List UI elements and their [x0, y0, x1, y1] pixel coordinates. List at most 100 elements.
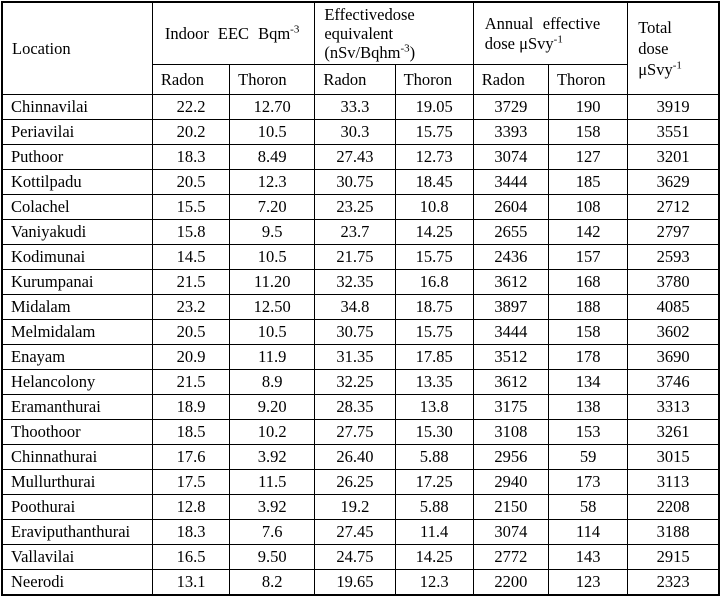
table-row: Mullurthurai 17.5 11.5 26.25 17.25 2940 …: [1, 469, 720, 495]
cell-indoor-radon: 14.5: [151, 244, 231, 270]
cell-total-dose: 3602: [627, 319, 720, 345]
cell-total-dose: 3690: [627, 344, 720, 370]
cell-indoor-radon: 20.9: [151, 344, 231, 370]
cell-location: Puthoor: [1, 144, 153, 170]
cell-location: Kodimunai: [1, 244, 153, 270]
cell-annual-radon: 3729: [472, 94, 549, 120]
cell-location: Vaniyakudi: [1, 219, 153, 245]
table-row: Enayam 20.9 11.9 31.35 17.85 3512 178 36…: [1, 344, 720, 370]
table-header: Location Indoor EEC Bqm-3 Effectivedose …: [1, 1, 720, 95]
cell-annual-radon: 3512: [472, 344, 549, 370]
cell-indoor-radon: 21.5: [151, 369, 231, 395]
cell-total-dose: 3629: [627, 169, 720, 195]
cell-indoor-radon: 21.5: [151, 269, 231, 295]
table-row: Colachel 15.5 7.20 23.25 10.8 2604 108 2…: [1, 194, 720, 220]
cell-annual-thoron: 142: [547, 219, 629, 245]
table-body: Chinnavilai 22.2 12.70 33.3 19.05 3729 1…: [1, 94, 720, 595]
cell-dose-thoron: 15.75: [394, 119, 474, 145]
cell-dose-radon: 19.2: [314, 494, 396, 520]
cell-total-dose: 3919: [627, 94, 720, 120]
cell-annual-thoron: 143: [547, 544, 629, 570]
cell-indoor-thoron: 8.9: [229, 369, 316, 395]
cell-annual-thoron: 157: [547, 244, 629, 270]
cell-dose-radon: 26.40: [314, 444, 396, 470]
cell-annual-thoron: 188: [547, 294, 629, 320]
cell-location: Melmidalam: [1, 319, 153, 345]
cell-indoor-thoron: 10.5: [229, 119, 316, 145]
cell-location: Colachel: [1, 194, 153, 220]
cell-dose-thoron: 11.4: [394, 519, 474, 545]
cell-annual-thoron: 158: [547, 119, 629, 145]
subheader-annual-thoron: Thoron: [547, 64, 629, 95]
header-indoor-eec-sup: -3: [290, 23, 300, 35]
cell-total-dose: 4085: [627, 294, 720, 320]
cell-annual-radon: 3108: [472, 419, 549, 445]
cell-location: Chinnavilai: [1, 94, 153, 120]
cell-location: Poothurai: [1, 494, 153, 520]
cell-annual-thoron: 173: [547, 469, 629, 495]
cell-annual-thoron: 114: [547, 519, 629, 545]
cell-total-dose: 3780: [627, 269, 720, 295]
cell-indoor-radon: 22.2: [151, 94, 231, 120]
cell-dose-radon: 27.75: [314, 419, 396, 445]
cell-annual-radon: 3444: [472, 169, 549, 195]
cell-indoor-thoron: 12.50: [229, 294, 316, 320]
cell-annual-radon: 3074: [472, 519, 549, 545]
cell-annual-thoron: 58: [547, 494, 629, 520]
cell-indoor-thoron: 10.5: [229, 319, 316, 345]
table-row: Eraviputhanthurai 18.3 7.6 27.45 11.4 30…: [1, 519, 720, 545]
cell-indoor-radon: 18.3: [151, 144, 231, 170]
cell-annual-thoron: 108: [547, 194, 629, 220]
cell-total-dose: 3188: [627, 519, 720, 545]
cell-annual-thoron: 59: [547, 444, 629, 470]
cell-annual-radon: 2604: [472, 194, 549, 220]
header-annual-dose-text: Annual effective dose μSvy: [484, 13, 601, 53]
cell-dose-radon: 27.43: [314, 144, 396, 170]
cell-location: Chinnathurai: [1, 444, 153, 470]
cell-dose-thoron: 18.45: [394, 169, 474, 195]
cell-indoor-radon: 13.1: [151, 569, 231, 595]
table-row: Chinnathurai 17.6 3.92 26.40 5.88 2956 5…: [1, 444, 720, 470]
cell-dose-radon: 23.7: [314, 219, 396, 245]
cell-dose-thoron: 15.30: [394, 419, 474, 445]
cell-indoor-thoron: 12.70: [229, 94, 316, 120]
cell-dose-thoron: 19.05: [394, 94, 474, 120]
cell-dose-radon: 27.45: [314, 519, 396, 545]
cell-annual-radon: 3612: [472, 369, 549, 395]
subheader-annual-radon: Radon: [472, 64, 549, 95]
cell-total-dose: 2712: [627, 194, 720, 220]
cell-total-dose: 3551: [627, 119, 720, 145]
header-location: Location: [1, 1, 153, 95]
cell-annual-thoron: 138: [547, 394, 629, 420]
table-row: Eramanthurai 18.9 9.20 28.35 13.8 3175 1…: [1, 394, 720, 420]
cell-indoor-thoron: 10.5: [229, 244, 316, 270]
cell-indoor-radon: 16.5: [151, 544, 231, 570]
cell-dose-radon: 34.8: [314, 294, 396, 320]
header-sub-row: Radon Thoron Radon Thoron Radon Thoron: [2, 64, 719, 95]
cell-indoor-thoron: 10.2: [229, 419, 316, 445]
cell-indoor-thoron: 9.20: [229, 394, 316, 420]
table-row: Vaniyakudi 15.8 9.5 23.7 14.25 2655 142 …: [1, 219, 720, 245]
cell-dose-thoron: 12.73: [394, 144, 474, 170]
cell-dose-thoron: 17.85: [394, 344, 474, 370]
cell-location: Enayam: [1, 344, 153, 370]
cell-indoor-thoron: 9.5: [229, 219, 316, 245]
header-effective-dose-sup: -3: [400, 42, 410, 55]
cell-indoor-thoron: 8.49: [229, 144, 316, 170]
cell-indoor-radon: 18.9: [151, 394, 231, 420]
cell-annual-radon: 3175: [472, 394, 549, 420]
cell-annual-thoron: 153: [547, 419, 629, 445]
cell-dose-thoron: 18.75: [394, 294, 474, 320]
cell-dose-thoron: 16.8: [394, 269, 474, 295]
cell-dose-thoron: 14.25: [394, 219, 474, 245]
cell-dose-thoron: 14.25: [394, 544, 474, 570]
cell-indoor-thoron: 3.92: [229, 444, 316, 470]
table-row: Chinnavilai 22.2 12.70 33.3 19.05 3729 1…: [1, 94, 720, 120]
cell-dose-radon: 30.3: [314, 119, 396, 145]
cell-annual-radon: 2436: [472, 244, 549, 270]
subheader-indoor-thoron: Thoron: [229, 64, 316, 95]
header-effective-dose-suffix: ): [409, 43, 416, 62]
cell-total-dose: 2323: [627, 569, 720, 595]
cell-location: Kottilpadu: [1, 169, 153, 195]
cell-dose-radon: 19.65: [314, 569, 396, 595]
